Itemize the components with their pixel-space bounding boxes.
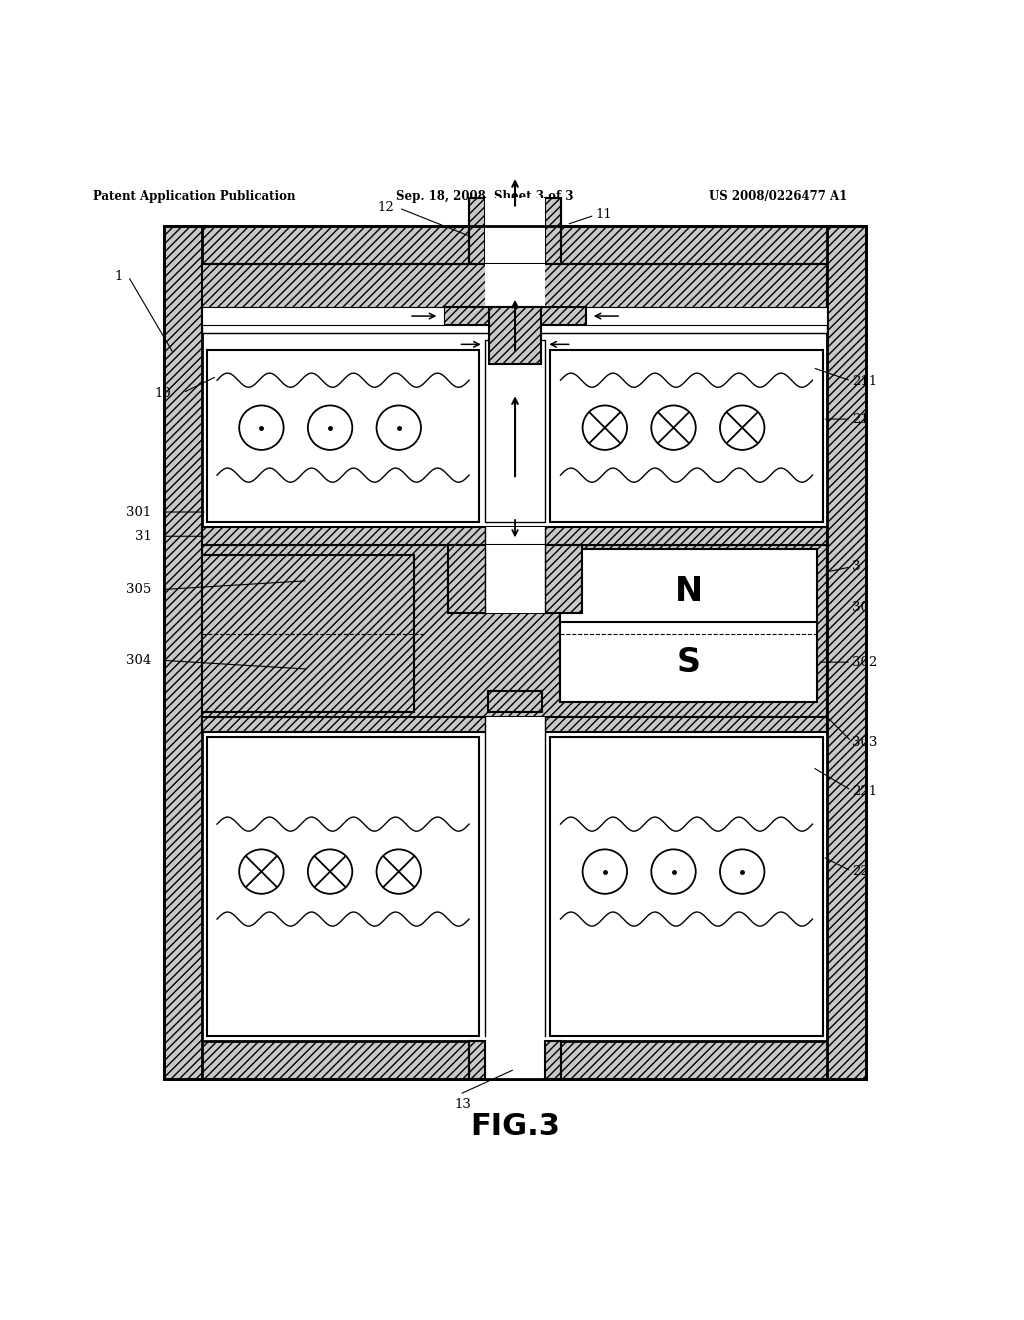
Bar xyxy=(164,226,865,264)
Text: 1: 1 xyxy=(115,269,123,282)
Bar xyxy=(484,1036,546,1080)
Bar xyxy=(546,1040,561,1080)
Bar xyxy=(550,350,822,523)
Bar xyxy=(546,198,561,264)
Text: US 2008/0226477 A1: US 2008/0226477 A1 xyxy=(709,190,847,203)
Text: 31: 31 xyxy=(134,529,152,543)
Bar xyxy=(484,717,546,733)
Text: Patent Application Publication: Patent Application Publication xyxy=(93,190,295,203)
Text: 22: 22 xyxy=(852,865,869,878)
Bar xyxy=(484,264,546,333)
Text: 3: 3 xyxy=(852,560,861,573)
Bar xyxy=(484,527,546,545)
Text: 303: 303 xyxy=(852,735,878,748)
Bar xyxy=(484,545,546,612)
Text: 304: 304 xyxy=(126,653,152,667)
Bar xyxy=(469,198,484,264)
Text: Sep. 18, 2008  Sheet 3 of 3: Sep. 18, 2008 Sheet 3 of 3 xyxy=(396,190,573,203)
Bar xyxy=(449,545,582,612)
Bar xyxy=(202,717,827,733)
Bar xyxy=(469,1040,484,1080)
Text: 301: 301 xyxy=(126,506,152,519)
Bar xyxy=(484,722,546,1036)
Text: 30: 30 xyxy=(852,601,869,614)
Bar xyxy=(202,322,827,333)
Text: N: N xyxy=(675,574,702,607)
Bar xyxy=(202,556,414,711)
Bar xyxy=(560,622,817,702)
Bar xyxy=(202,264,827,333)
Bar xyxy=(202,545,827,722)
Bar xyxy=(164,1040,865,1080)
Bar xyxy=(488,308,542,363)
Bar xyxy=(550,738,822,1036)
Text: 302: 302 xyxy=(852,656,878,669)
Text: 211: 211 xyxy=(852,375,878,388)
Bar xyxy=(827,226,865,1080)
Bar xyxy=(484,198,546,264)
Text: S: S xyxy=(677,645,700,678)
Bar xyxy=(484,341,546,523)
Text: 305: 305 xyxy=(126,583,152,597)
Text: FIG.3: FIG.3 xyxy=(470,1113,560,1142)
Bar xyxy=(444,308,586,325)
Bar xyxy=(487,690,543,711)
Text: 10: 10 xyxy=(155,387,172,400)
Text: 221: 221 xyxy=(852,784,878,797)
Bar xyxy=(207,738,479,1036)
Bar xyxy=(164,226,202,1080)
Text: 13: 13 xyxy=(455,1098,471,1111)
Text: 12: 12 xyxy=(377,202,394,214)
Bar xyxy=(207,350,479,523)
Bar xyxy=(202,308,444,325)
Bar xyxy=(164,226,865,1080)
Bar xyxy=(586,308,827,325)
Bar xyxy=(202,527,827,545)
Text: 21: 21 xyxy=(852,413,869,425)
Bar xyxy=(560,549,817,634)
Text: 11: 11 xyxy=(596,209,612,222)
